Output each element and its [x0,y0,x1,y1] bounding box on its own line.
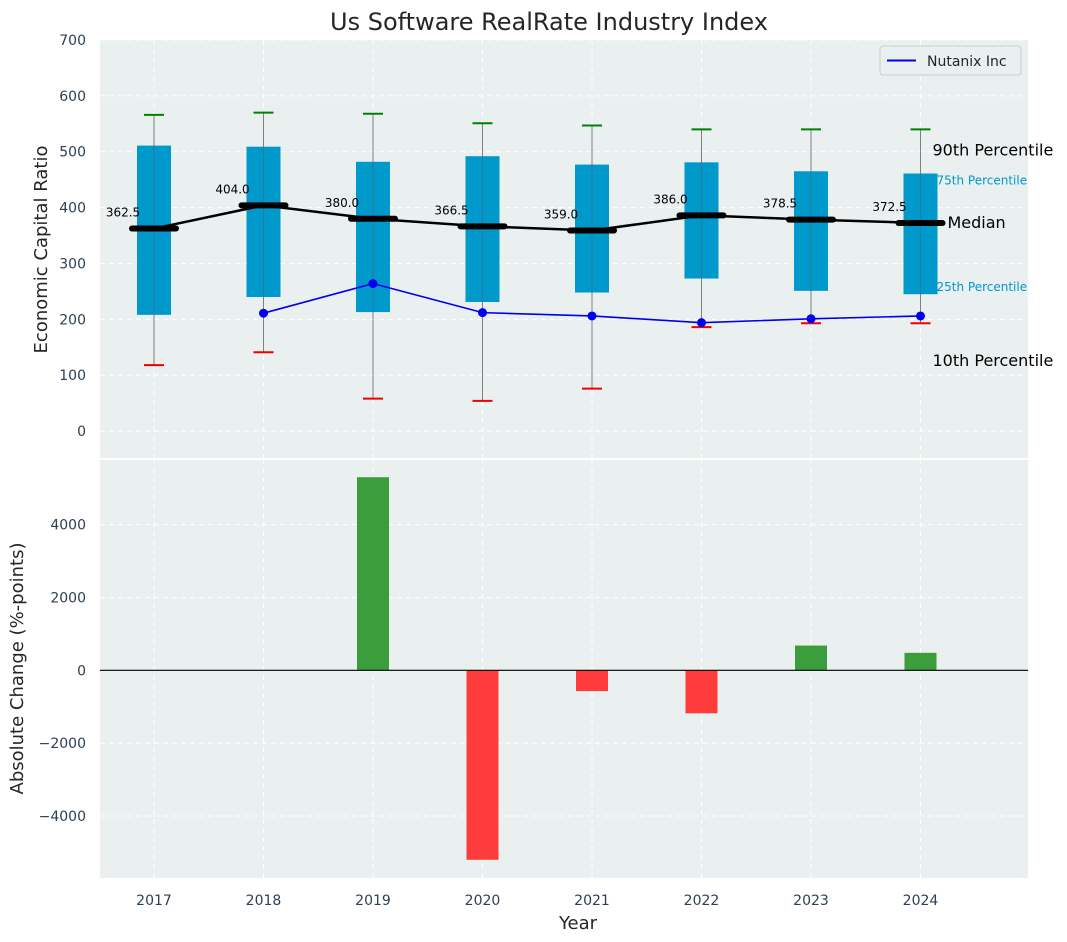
median-value-label: 378.5 [763,197,797,211]
nutanix-point [806,314,816,324]
bottom-plot-area [100,459,1028,878]
median-value-label: 366.5 [434,203,468,217]
nutanix-point [368,279,378,289]
legend-label-nutanix: Nutanix Inc [927,54,1007,70]
legend-box [879,45,1022,76]
median-annotation: Median [948,213,1006,232]
bottom-y-tick-label: 0 [77,663,86,679]
top-y-tick-label: 0 [77,424,86,440]
bottom-y-tick-label: 2000 [50,590,86,606]
median-value-label: 372.5 [872,200,906,214]
x-tick-label: 2024 [903,893,939,909]
nutanix-point [259,308,268,318]
top-y-tick-label: 600 [59,89,86,105]
nutanix-point [916,311,925,321]
x-tick-label: 2020 [465,893,501,909]
top-panel: 0 100 200 300 400 500 600 700 362.5 404.0 380.0 366… [31,33,1053,459]
x-axis-label: Year [558,913,598,934]
top-y-tick-label: 400 [59,201,86,217]
negative-change-bar [466,670,499,860]
top-y-tick-label: 100 [59,368,86,384]
positive-change-bar [795,645,827,671]
bottom-y-tick-label: −4000 [39,809,86,825]
bottom-y-tick-label: −2000 [39,736,86,752]
positive-change-bar [904,652,937,671]
median-value-label: 404.0 [215,182,249,196]
top-y-axis-label: Economic Capital Ratio [31,146,52,354]
median-value-label: 359.0 [544,208,578,222]
x-tick-label: 2022 [684,893,720,909]
legend: Nutanix Inc [879,45,1022,76]
x-tick-label: 2023 [793,893,829,909]
nutanix-point [478,308,487,318]
nutanix-point [587,311,597,321]
x-tick-label: 2019 [355,893,391,909]
median-value-label: 362.5 [106,206,140,220]
bottom-y-axis-label: Absolute Change (%-points) [7,543,28,795]
bottom-panel: −4000 −2000 0 2000 4000 2017 2018 2019 2020 2021 2… [7,458,1028,934]
p90-annotation: 90th Percentile [933,140,1054,159]
top-y-tick-label: 700 [59,33,86,49]
p25-annotation: 25th Percentile [937,280,1028,294]
x-tick-label: 2017 [136,893,172,909]
positive-change-bar [357,477,389,671]
x-tick-label: 2021 [574,893,610,909]
bottom-y-tick-label: 4000 [50,518,86,534]
negative-change-bar [685,670,718,714]
chart-title: Us Software RealRate Industry Index [330,8,768,36]
top-y-tick-label: 300 [59,256,86,272]
p75-annotation: 75th Percentile [937,174,1028,188]
nutanix-point [697,318,706,328]
median-value-label: 380.0 [325,196,359,210]
top-y-tick-label: 500 [59,145,86,161]
negative-change-bar [576,670,608,692]
median-value-label: 386.0 [653,192,687,206]
top-plot-area [100,40,1028,459]
x-tick-label: 2018 [246,893,282,909]
top-y-tick-label: 200 [59,312,86,328]
p10-annotation: 10th Percentile [933,351,1054,370]
